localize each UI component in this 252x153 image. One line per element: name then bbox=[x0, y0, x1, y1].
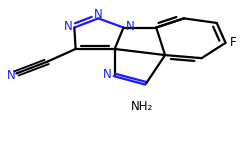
Text: N: N bbox=[94, 8, 103, 21]
Text: N: N bbox=[64, 20, 72, 33]
Text: N: N bbox=[125, 20, 134, 32]
Text: N: N bbox=[103, 69, 112, 81]
Text: N: N bbox=[7, 69, 16, 82]
Text: NH₂: NH₂ bbox=[131, 100, 153, 113]
Text: F: F bbox=[230, 36, 237, 49]
